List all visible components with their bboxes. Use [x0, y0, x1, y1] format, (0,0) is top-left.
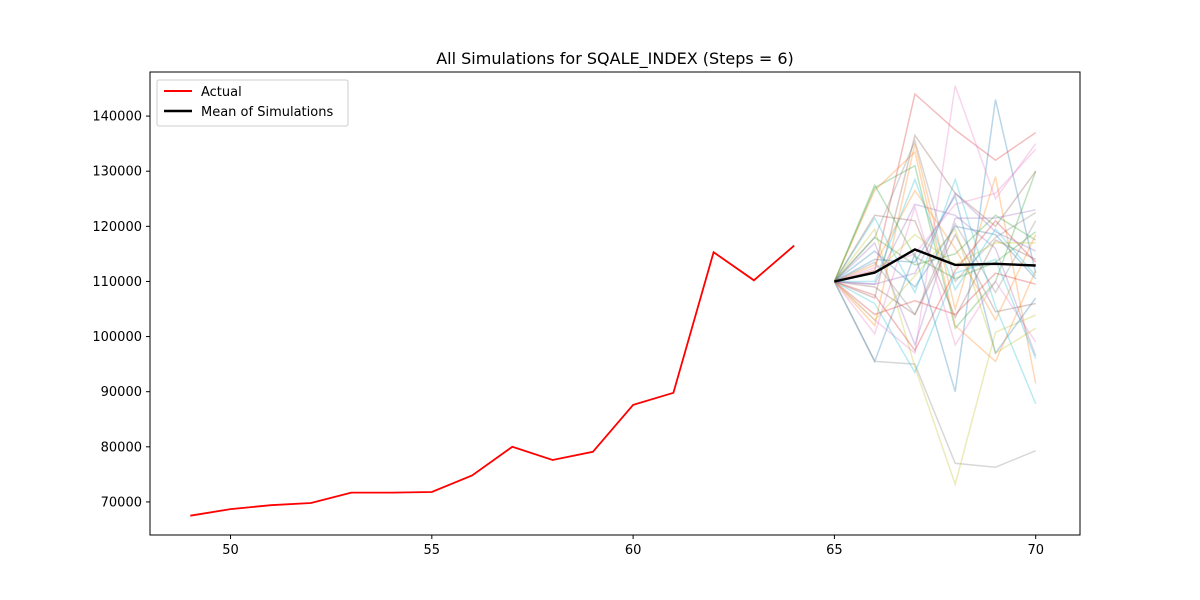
simulation-line-11 — [834, 194, 1037, 355]
y-tick-label: 130000 — [92, 165, 142, 180]
y-tick-label: 120000 — [92, 220, 142, 235]
simulation-line-7 — [833, 85, 1037, 355]
simulation-line-20 — [834, 258, 1037, 375]
legend-label-mean: Mean of Simulations — [201, 105, 333, 120]
mean-line — [834, 248, 1036, 283]
simulation-line-12 — [833, 150, 1037, 363]
axes: 50 55 60 65 70 70000 80000 90000 100000 110000 120… — [92, 71, 1081, 558]
y-tick-label: 140000 — [92, 110, 142, 125]
simulation-line-1 — [833, 99, 1037, 392]
simulation-line-26 — [833, 214, 1037, 320]
legend-label-actual: Actual — [201, 85, 242, 100]
x-tick-label: 50 — [222, 543, 239, 558]
simulation-line-8 — [833, 281, 1036, 468]
chart-title: All Simulations for SQALE_INDEX (Steps =… — [436, 49, 794, 69]
simulation-line-18 — [833, 138, 1037, 283]
legend: Actual Mean of Simulations — [156, 79, 349, 127]
y-tick-label: 70000 — [101, 495, 142, 510]
simulation-line-2 — [833, 143, 1037, 384]
simulation-line-13 — [833, 214, 1037, 283]
simulation-line-16 — [834, 232, 1036, 316]
simulation-line-17 — [833, 204, 1037, 347]
simulation-line-22 — [834, 189, 1037, 322]
x-tick-label: 60 — [625, 543, 642, 558]
simulation-line-30 — [834, 177, 1037, 292]
simulation-line-15 — [833, 209, 1036, 348]
simulation-line-28 — [834, 220, 1037, 316]
simulation-line-10 — [833, 177, 1037, 405]
simulation-lines — [833, 85, 1037, 487]
simulation-line-3 — [833, 164, 1037, 330]
plot-frame — [149, 71, 1081, 536]
y-tick-label: 100000 — [92, 330, 142, 345]
main-series — [190, 244, 1036, 517]
x-tick-label: 55 — [424, 543, 441, 558]
y-tick-label: 110000 — [92, 275, 142, 290]
simulation-line-14 — [833, 272, 1036, 316]
simulation-line-6 — [834, 133, 1037, 300]
simulation-line-5 — [834, 203, 1037, 357]
y-tick-label: 90000 — [101, 385, 142, 400]
legend-box — [156, 79, 349, 127]
simulation-line-4 — [834, 92, 1037, 283]
y-tick-label: 80000 — [101, 440, 142, 455]
x-tick-label: 70 — [1027, 543, 1044, 558]
actual-line — [190, 244, 795, 517]
simulation-line-25 — [834, 192, 1037, 285]
simulation-line-27 — [834, 148, 1037, 283]
simulation-line-23 — [833, 183, 1037, 282]
simulation-line-24 — [834, 219, 1037, 352]
x-tick-label: 65 — [826, 543, 843, 558]
simulation-line-19 — [833, 227, 1037, 355]
simulation-line-9 — [833, 227, 1036, 487]
